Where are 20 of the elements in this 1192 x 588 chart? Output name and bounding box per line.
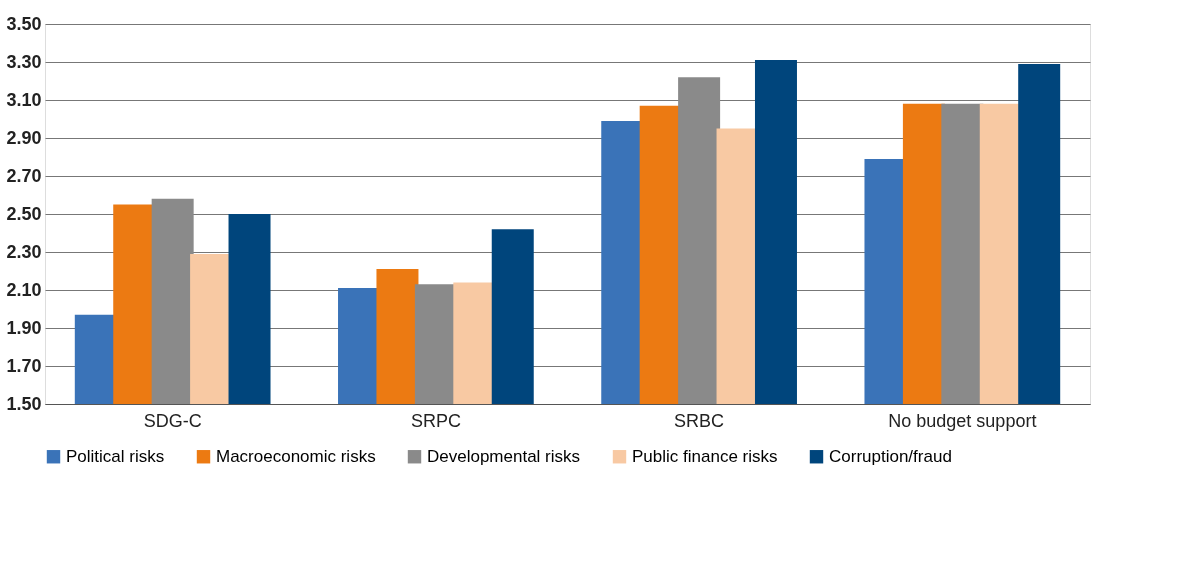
y-tick-label: 1.90 (6, 317, 42, 338)
legend-label: Macroeconomic risks (216, 446, 376, 466)
legend-label: Developmental risks (427, 446, 581, 466)
x-tick-label: No budget support (888, 410, 1037, 431)
y-tick-label: 2.50 (6, 203, 42, 224)
legend-label: Public finance risks (632, 446, 778, 466)
legend-label: Corruption/fraud (829, 446, 952, 466)
y-tick-label: 1.70 (6, 355, 42, 376)
x-tick-label: SRPC (410, 410, 461, 431)
y-tick-label: 3.10 (6, 89, 42, 110)
y-tick-label: 2.30 (6, 241, 42, 262)
y-tick-label: 2.10 (6, 279, 42, 300)
y-tick-label: 3.50 (6, 13, 42, 34)
y-tick-label: 1.50 (6, 393, 42, 414)
legend-label: Political risks (66, 446, 165, 466)
x-tick-label: SDG-C (143, 410, 202, 431)
y-tick-label: 2.70 (6, 165, 42, 186)
x-tick-label: SRBC (674, 410, 725, 431)
y-tick-label: 3.30 (6, 51, 42, 72)
y-tick-label: 2.90 (6, 127, 42, 148)
